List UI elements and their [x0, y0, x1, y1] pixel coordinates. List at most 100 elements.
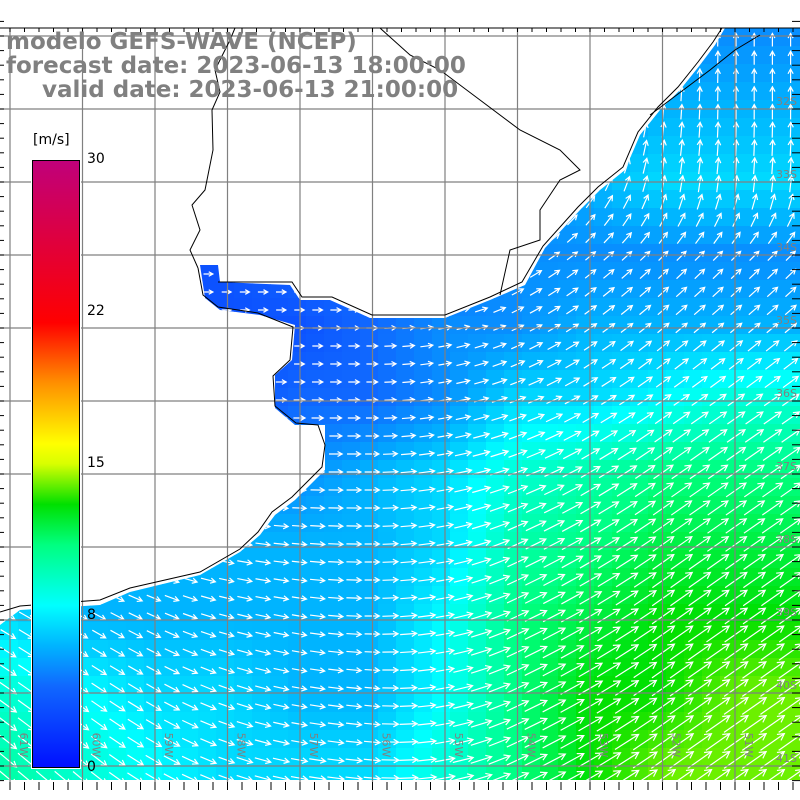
wind-arrow	[164, 683, 181, 693]
wind-arrow	[402, 216, 416, 223]
wind-speed-cell	[108, 532, 127, 551]
wind-arrow	[761, 535, 784, 552]
wind-speed-cell	[468, 136, 487, 155]
wind-speed-cell	[648, 478, 667, 497]
wind-speed-cell	[720, 388, 739, 407]
wind-arrow	[695, 212, 704, 227]
wind-arrow	[457, 144, 470, 151]
wind-arrow	[91, 664, 108, 676]
wind-speed-cell	[216, 442, 235, 461]
wind-speed-cell	[342, 712, 361, 731]
longitude-label: 59W	[162, 733, 175, 758]
wind-arrow	[148, 235, 160, 241]
wind-arrow	[560, 771, 585, 780]
wind-speed-cell	[108, 298, 127, 317]
wind-speed-cell	[216, 496, 235, 515]
wind-arrow	[543, 555, 566, 568]
wind-speed-cell	[306, 334, 325, 353]
wind-arrow	[712, 268, 724, 280]
wind-speed-cell	[288, 298, 307, 317]
wind-speed-cell	[558, 118, 577, 137]
wind-arrow	[345, 739, 363, 746]
wind-arrow	[769, 193, 777, 210]
wind-speed-cell	[126, 316, 145, 335]
wind-speed-cell	[180, 388, 199, 407]
wind-speed-cell	[144, 550, 163, 569]
wind-speed-cell	[360, 640, 379, 659]
wind-speed-cell	[306, 424, 325, 443]
wind-arrow	[454, 521, 473, 529]
wind-speed-cell	[234, 748, 253, 767]
wind-speed-cell	[450, 514, 469, 533]
wind-speed-cell	[234, 280, 253, 299]
wind-arrow	[275, 217, 288, 223]
wind-speed-cell	[108, 712, 127, 731]
wind-arrow	[709, 393, 727, 407]
wind-speed-cell	[0, 568, 19, 587]
wind-speed-cell	[180, 496, 199, 515]
wind-speed-cell	[702, 118, 721, 137]
wind-speed-cell	[108, 460, 127, 479]
wind-speed-cell	[252, 154, 271, 173]
wind-speed-cell	[288, 514, 307, 533]
wind-arrow	[651, 733, 676, 751]
wind-speed-cell	[198, 568, 217, 587]
wind-arrow	[657, 268, 669, 280]
wind-speed-cell	[432, 640, 451, 659]
wind-speed-cell	[396, 442, 415, 461]
wind-arrow	[330, 163, 343, 169]
wind-speed-cell	[360, 388, 379, 407]
wind-speed-cell	[234, 550, 253, 569]
wind-speed-cell	[270, 532, 289, 551]
wind-speed-cell	[414, 586, 433, 605]
wind-arrow	[402, 252, 416, 259]
wind-arrow	[185, 307, 196, 313]
wind-arrow	[489, 556, 511, 567]
wind-arrow	[203, 379, 215, 385]
wind-speed-cell	[270, 190, 289, 209]
wind-arrow	[148, 127, 161, 133]
wind-arrow	[129, 379, 143, 385]
wind-speed-cell	[738, 370, 757, 389]
wind-speed-cell	[450, 208, 469, 227]
wind-arrow	[637, 376, 654, 388]
wind-arrow	[348, 199, 361, 205]
wind-speed-cell	[468, 118, 487, 137]
wind-speed-cell	[396, 298, 415, 317]
wind-arrow	[456, 378, 471, 385]
wind-arrow	[381, 774, 401, 780]
wind-arrow	[472, 485, 492, 494]
wind-arrow	[92, 415, 107, 422]
wind-speed-cell	[486, 136, 505, 155]
wind-arrow	[673, 393, 691, 406]
wind-arrow	[2, 127, 15, 133]
wind-arrow	[492, 378, 508, 385]
wind-arrow	[726, 446, 747, 462]
wind-speed-cell	[576, 712, 595, 731]
wind-arrow	[706, 589, 730, 607]
wind-speed-cell	[90, 658, 109, 677]
wind-speed-cell	[558, 190, 577, 209]
wind-arrow	[616, 536, 639, 552]
wind-arrow	[766, 304, 779, 316]
wind-arrow	[489, 485, 510, 494]
wind-speed-cell	[594, 514, 613, 533]
wind-arrow	[560, 699, 585, 713]
wind-arrow	[127, 700, 144, 712]
wind-arrow	[524, 591, 548, 604]
wind-speed-cell	[378, 208, 397, 227]
wind-speed-cell	[126, 424, 145, 443]
wind-speed-cell	[612, 532, 631, 551]
wind-speed-cell	[504, 226, 523, 245]
wind-speed-cell	[702, 496, 721, 515]
wind-arrow	[724, 589, 749, 607]
wind-speed-cell	[324, 676, 343, 695]
wind-arrow	[239, 397, 251, 403]
wind-arrow	[605, 122, 613, 137]
wind-speed-cell	[486, 730, 505, 749]
wind-arrow	[110, 451, 126, 458]
wind-arrow	[751, 103, 758, 120]
wind-arrow	[402, 360, 416, 367]
wind-arrow	[542, 753, 567, 767]
wind-speed-cell	[792, 280, 800, 299]
